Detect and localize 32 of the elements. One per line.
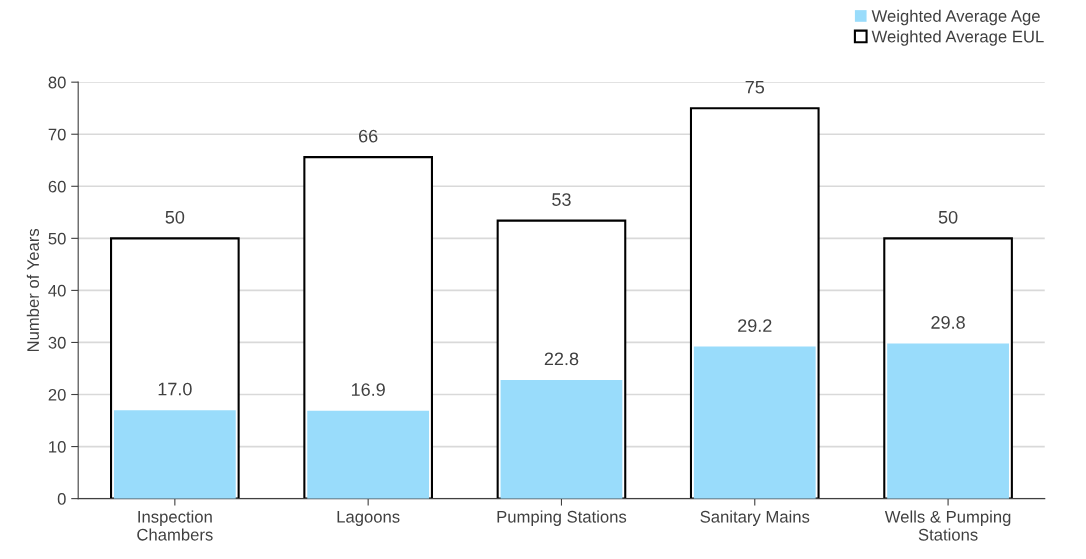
data-label: 17.0 (158, 382, 192, 396)
legend-label: Weighted Average EUL (871, 30, 1044, 46)
y-tick-label: 80 (48, 76, 66, 89)
x-tick-label: Wells & Pumping Stations (884, 510, 1011, 541)
y-tick-label: 40 (48, 284, 66, 297)
data-label: 50 (165, 210, 185, 224)
x-tick-label: Pumping Stations (497, 510, 627, 526)
bar (307, 410, 430, 499)
data-label: 22.8 (544, 352, 579, 366)
bar (500, 379, 623, 499)
y-axis-title: Number of Years (26, 228, 39, 352)
data-label: 29.8 (931, 316, 965, 329)
y-tick-label: 70 (48, 128, 66, 141)
y-tick-label: 50 (48, 232, 66, 245)
data-label: 66 (359, 129, 378, 143)
data-label: 53 (552, 193, 571, 206)
y-tick-label: 30 (48, 336, 66, 349)
legend-label: Weighted Average Age (871, 9, 1040, 26)
data-label: 50 (938, 210, 958, 224)
x-tick-label: Sanitary Mains (700, 510, 810, 526)
data-label: 75 (745, 80, 765, 94)
y-tick-label: 10 (49, 440, 66, 453)
data-label: 29.2 (738, 319, 772, 332)
bar (887, 343, 1009, 499)
bar (113, 410, 236, 499)
bar (693, 346, 816, 499)
y-tick-label: 0 (57, 493, 66, 505)
x-tick-label: Inspection Chambers (137, 510, 213, 541)
data-label: 16.9 (351, 383, 385, 396)
x-tick-label: Lagoons (337, 511, 400, 526)
y-tick-label: 60 (48, 180, 66, 193)
y-tick-label: 20 (48, 388, 66, 401)
